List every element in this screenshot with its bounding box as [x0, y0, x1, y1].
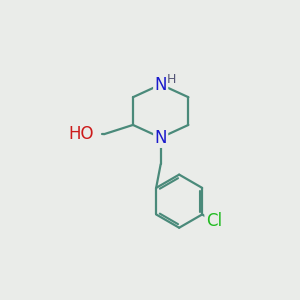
Text: HO: HO — [68, 125, 94, 143]
Text: N: N — [154, 76, 167, 94]
Text: Cl: Cl — [206, 212, 222, 230]
Text: H: H — [167, 73, 176, 86]
Text: N: N — [154, 129, 167, 147]
